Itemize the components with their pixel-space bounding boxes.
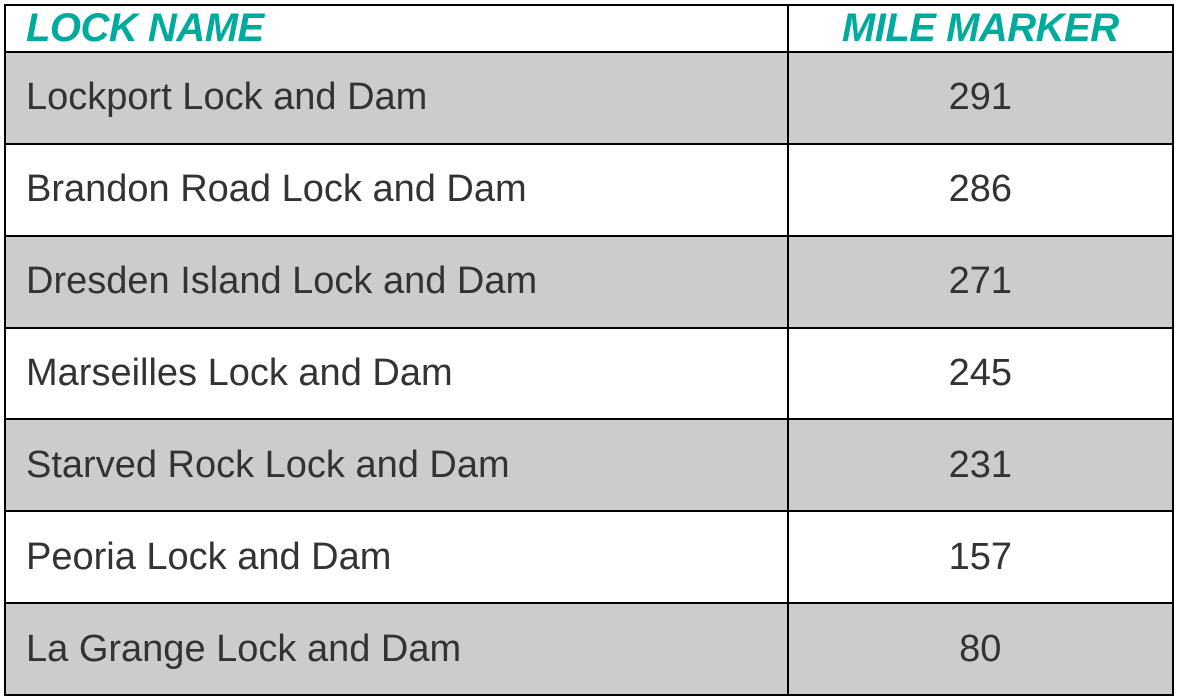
lock-name-cell: Peoria Lock and Dam xyxy=(5,511,788,603)
table-row: Dresden Island Lock and Dam271 xyxy=(5,236,1173,328)
table-row: La Grange Lock and Dam80 xyxy=(5,603,1173,695)
column-header-mile-marker: MILE MARKER xyxy=(788,5,1173,52)
table-row: Brandon Road Lock and Dam286 xyxy=(5,144,1173,236)
table-row: Starved Rock Lock and Dam231 xyxy=(5,419,1173,511)
mile-marker-cell: 291 xyxy=(788,52,1173,144)
table-header-row: LOCK NAME MILE MARKER xyxy=(5,5,1173,52)
mile-marker-cell: 271 xyxy=(788,236,1173,328)
lock-name-cell: Starved Rock Lock and Dam xyxy=(5,419,788,511)
mile-marker-cell: 231 xyxy=(788,419,1173,511)
table-body: Lockport Lock and Dam291Brandon Road Loc… xyxy=(5,52,1173,695)
mile-marker-cell: 245 xyxy=(788,328,1173,420)
table-row: Lockport Lock and Dam291 xyxy=(5,52,1173,144)
table-row: Marseilles Lock and Dam245 xyxy=(5,328,1173,420)
mile-marker-cell: 80 xyxy=(788,603,1173,695)
lock-name-cell: Dresden Island Lock and Dam xyxy=(5,236,788,328)
lock-name-cell: Brandon Road Lock and Dam xyxy=(5,144,788,236)
mile-marker-cell: 157 xyxy=(788,511,1173,603)
lock-name-cell: Lockport Lock and Dam xyxy=(5,52,788,144)
table-row: Peoria Lock and Dam157 xyxy=(5,511,1173,603)
locks-table: LOCK NAME MILE MARKER Lockport Lock and … xyxy=(4,4,1174,696)
mile-marker-cell: 286 xyxy=(788,144,1173,236)
column-header-lock-name: LOCK NAME xyxy=(5,5,788,52)
lock-name-cell: Marseilles Lock and Dam xyxy=(5,328,788,420)
lock-name-cell: La Grange Lock and Dam xyxy=(5,603,788,695)
